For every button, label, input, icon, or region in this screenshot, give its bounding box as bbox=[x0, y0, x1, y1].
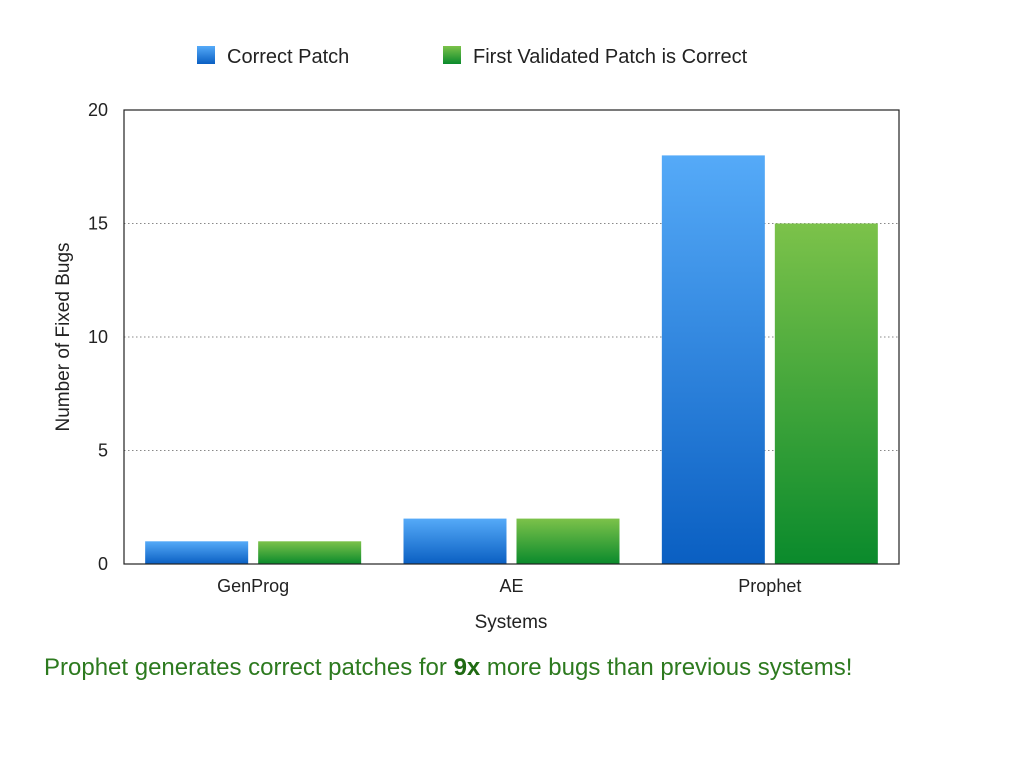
bar-ae-series-1 bbox=[403, 518, 507, 564]
y-axis-title: Number of Fixed Bugs bbox=[53, 242, 74, 431]
y-tick-label: 5 bbox=[98, 441, 108, 461]
y-tick-label: 0 bbox=[98, 554, 108, 574]
bar-genprog-series-2 bbox=[258, 541, 362, 564]
legend-swatch-correct-patch bbox=[197, 46, 215, 64]
y-tick-label: 20 bbox=[88, 100, 108, 120]
bar-ae-series-2 bbox=[516, 518, 620, 564]
legend-label-first-validated: First Validated Patch is Correct bbox=[473, 46, 748, 68]
bar-chart: Correct Patch First Validated Patch is C… bbox=[53, 46, 900, 633]
bar-genprog-series-1 bbox=[145, 541, 249, 564]
bar-prophet-series-2 bbox=[774, 223, 878, 564]
caption-emphasis: 9x bbox=[453, 654, 481, 681]
y-tick-label: 10 bbox=[88, 327, 108, 347]
caption-after: more bugs than previous systems! bbox=[480, 654, 853, 681]
x-tick-label: GenProg bbox=[217, 576, 289, 596]
x-tick-label: Prophet bbox=[738, 576, 801, 596]
x-axis-ticks: GenProg AE Prophet bbox=[217, 576, 801, 596]
y-tick-label: 15 bbox=[88, 214, 108, 234]
chart-legend: Correct Patch First Validated Patch is C… bbox=[197, 46, 748, 68]
plot-area-frame bbox=[123, 109, 900, 565]
y-axis-ticks: 0 5 10 15 20 bbox=[88, 100, 108, 574]
legend-swatch-first-validated bbox=[443, 46, 461, 64]
grid-lines bbox=[124, 223, 899, 451]
caption-before: Prophet generates correct patches for bbox=[44, 654, 454, 681]
caption-text: Prophet generates correct patches for 9x… bbox=[44, 654, 852, 682]
bar-series bbox=[145, 155, 878, 564]
bar-prophet-series-1 bbox=[661, 155, 765, 564]
x-axis-title: Systems bbox=[475, 612, 548, 633]
x-tick-label: AE bbox=[499, 576, 523, 596]
legend-label-correct-patch: Correct Patch bbox=[227, 46, 349, 68]
